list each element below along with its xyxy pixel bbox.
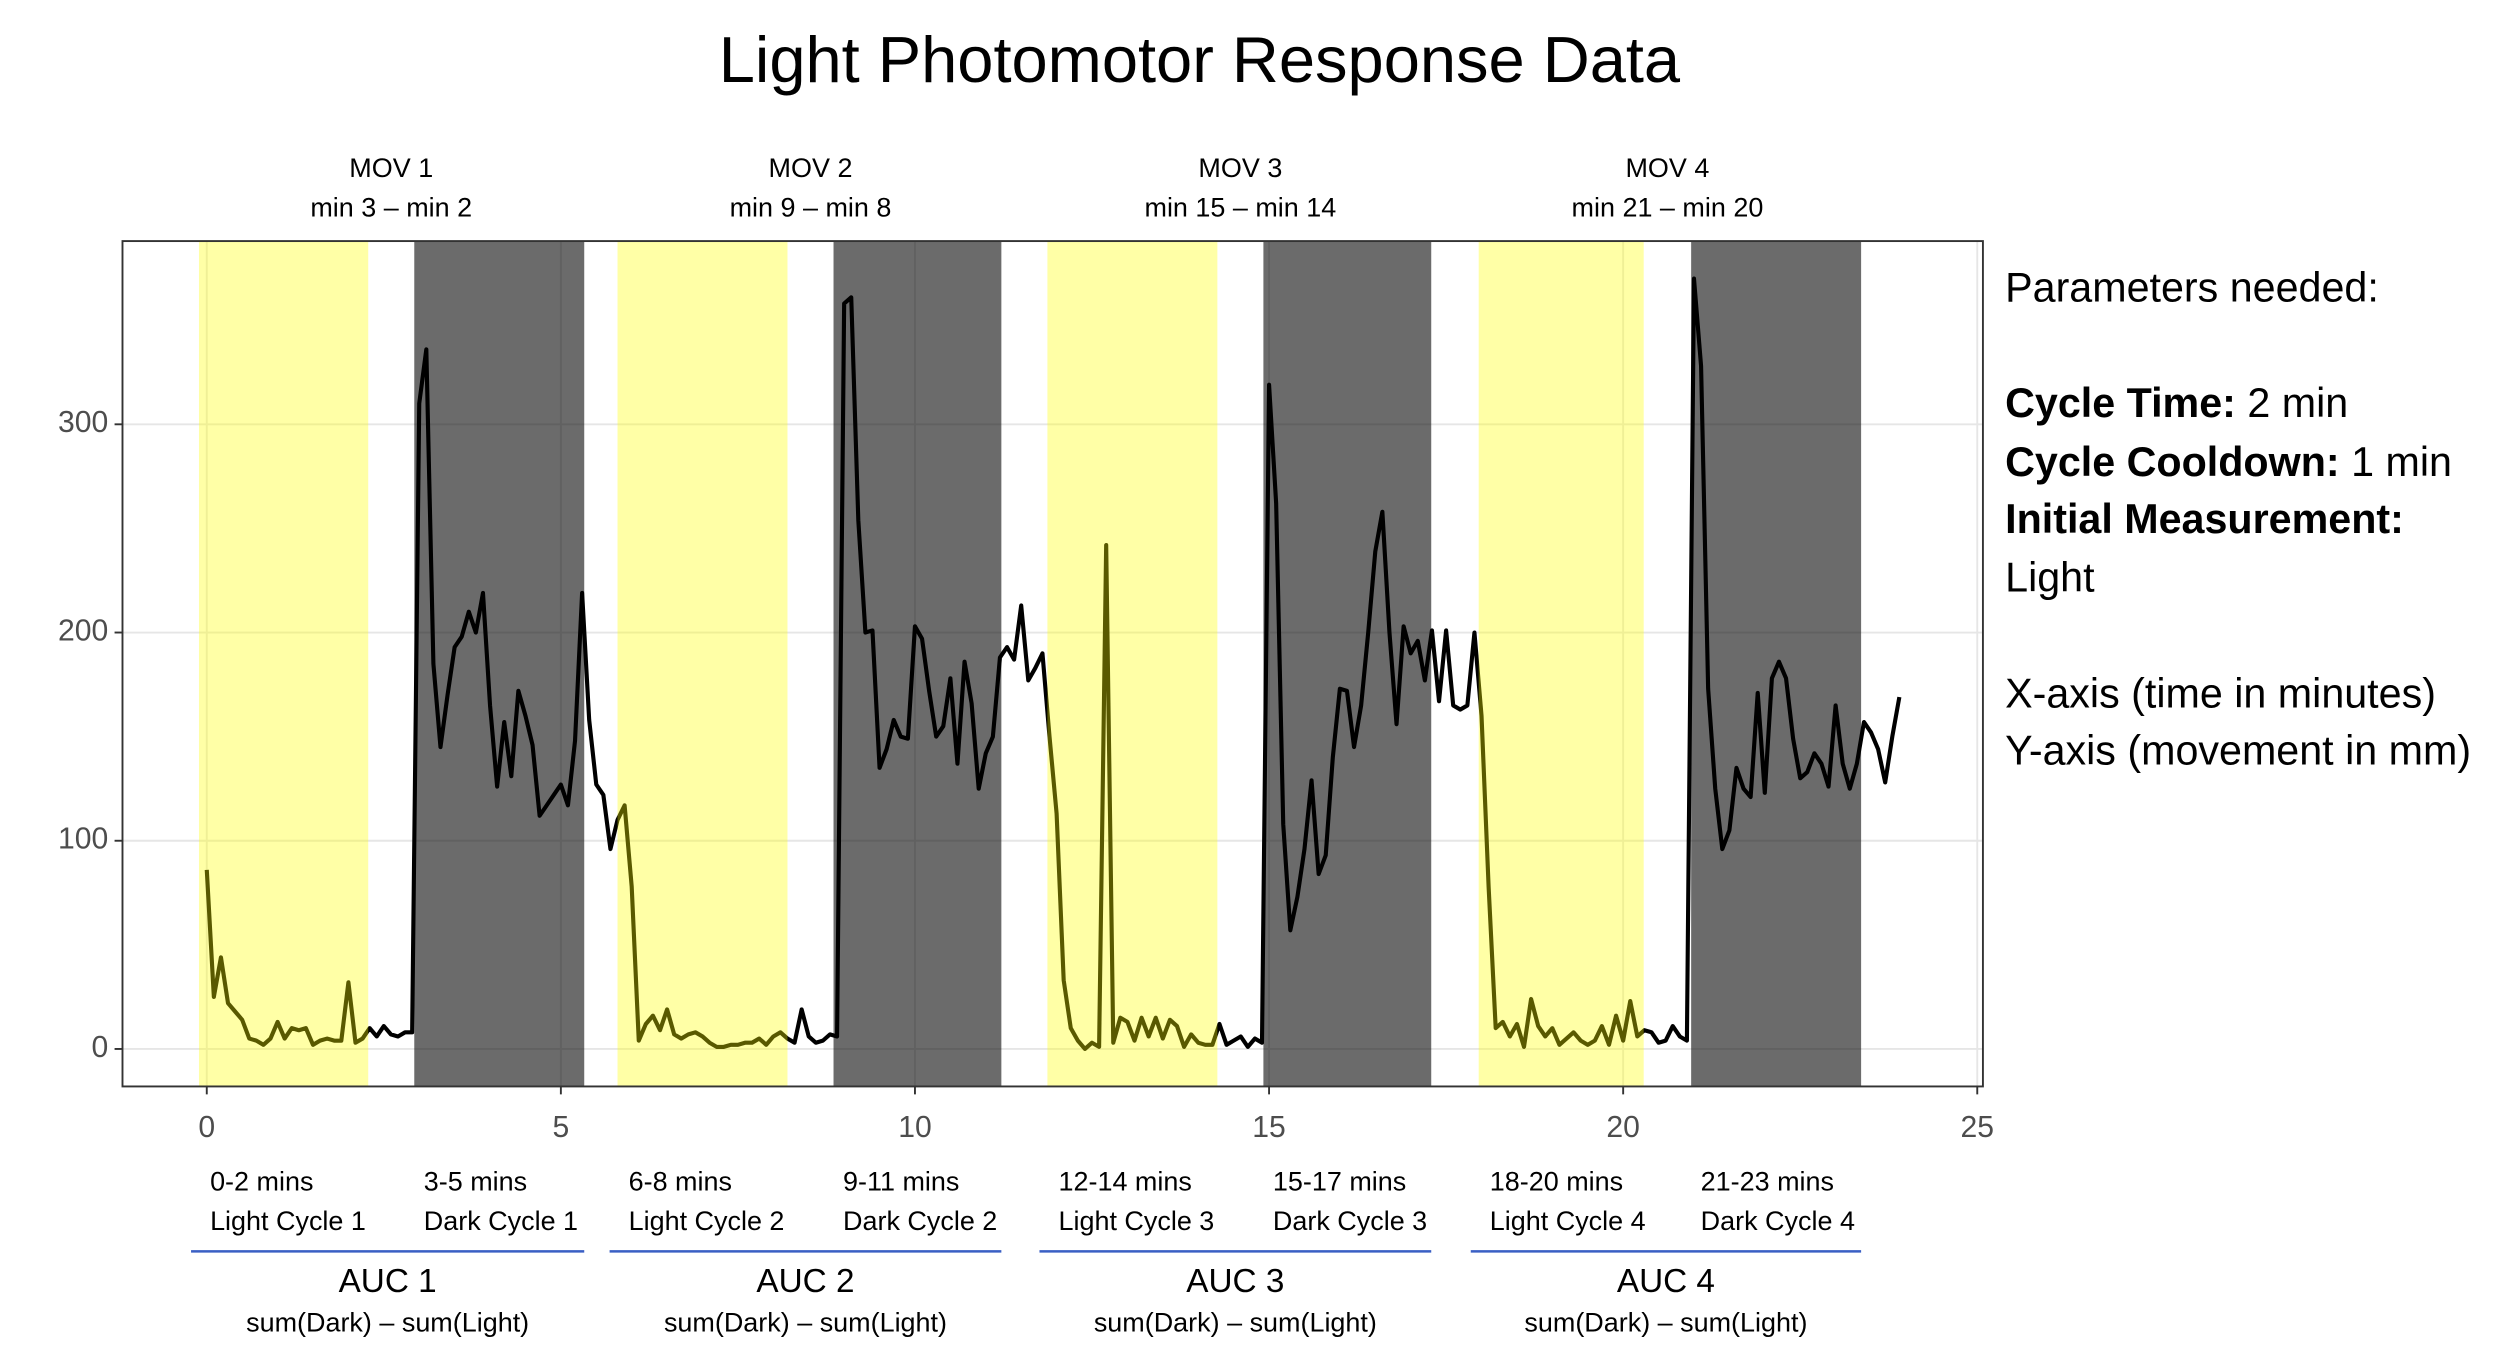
parameter-value: 2 min [2247, 379, 2349, 427]
plot-frame [121, 240, 1984, 1088]
panel-body: Parameters needed: Cycle Time: 2 min Cyc… [2005, 259, 2481, 780]
cycle-minutes: 6-8 mins [629, 1166, 732, 1196]
auc-formula: sum(Dark) – sum(Light) [1524, 1307, 1807, 1337]
parameter-label: Cycle Cooldown: [2005, 436, 2340, 485]
cycle-name: Light Cycle 1 [210, 1206, 366, 1236]
light-band [1047, 241, 1218, 1087]
parameter: Initial Measurement: Light [2005, 490, 2481, 606]
auc-label: AUC 3 [1186, 1263, 1284, 1300]
auc-formula: sum(Dark) – sum(Light) [246, 1307, 529, 1337]
parameters-panel: Parameters needed: Cycle Time: 2 min Cyc… [2005, 259, 2481, 780]
cycle-name: Dark Cycle 2 [843, 1206, 997, 1236]
mov-label: MOV 4 [1625, 153, 1709, 183]
auc-label: AUC 4 [1617, 1263, 1715, 1300]
x-tick-label: 25 [1961, 1111, 1995, 1144]
spacer [2005, 316, 2481, 374]
cycle-name: Dark Cycle 3 [1273, 1206, 1427, 1236]
cycle-name: Light Cycle 3 [1059, 1206, 1215, 1236]
parameter: Cycle Cooldown: 1 min [2005, 432, 2481, 490]
x-tick-label: 20 [1606, 1111, 1640, 1144]
mov-range: min 21 – min 20 [1572, 192, 1764, 222]
y-tick-label: 200 [58, 614, 108, 647]
cycle-name: Dark Cycle 1 [424, 1206, 578, 1236]
chart-title: Light Photomotor Response Data [719, 23, 1681, 96]
spacer [2005, 606, 2481, 664]
light-band [198, 241, 369, 1087]
mov-label: MOV 1 [349, 153, 433, 183]
cycle-minutes: 0-2 mins [210, 1166, 313, 1196]
mov-range: min 9 – min 8 [730, 192, 892, 222]
auc-formula: sum(Dark) – sum(Light) [664, 1307, 947, 1337]
cycle-minutes: 3-5 mins [424, 1166, 527, 1196]
axis-note: X-axis (time in minutes) [2005, 668, 2436, 717]
cycle-minutes: 21-23 mins [1701, 1166, 1834, 1196]
cycle-minutes: 18-20 mins [1490, 1166, 1623, 1196]
auc-label: AUC 1 [339, 1263, 437, 1300]
mov-range: min 3 – min 2 [310, 192, 472, 222]
light-band [617, 241, 788, 1087]
parameter: Cycle Time: 2 min [2005, 374, 2481, 432]
cycle-minutes: 12-14 mins [1059, 1166, 1192, 1196]
cycle-minutes: 15-17 mins [1273, 1166, 1406, 1196]
dark-band [833, 241, 1002, 1087]
mov-label: MOV 2 [769, 153, 853, 183]
x-tick-label: 10 [898, 1111, 932, 1144]
cycle-name: Light Cycle 4 [1490, 1206, 1646, 1236]
auc-label: AUC 2 [756, 1263, 854, 1300]
cycle-name: Light Cycle 2 [629, 1206, 785, 1236]
cycle-minutes: 9-11 mins [843, 1166, 959, 1196]
dark-band [1263, 241, 1432, 1087]
x-tick-label: 0 [198, 1111, 215, 1144]
parameter-label: Initial Measurement: [2005, 494, 2404, 543]
light-band [1478, 241, 1644, 1087]
y-tick-label: 300 [58, 406, 108, 439]
mov-label: MOV 3 [1198, 153, 1282, 183]
y-tick-label: 0 [91, 1031, 108, 1064]
panel-heading: Parameters needed: [2005, 263, 2379, 311]
parameter-label: Cycle Time: [2005, 379, 2236, 427]
cycle-name: Dark Cycle 4 [1701, 1206, 1855, 1236]
x-tick-label: 5 [552, 1111, 569, 1144]
mov-range: min 15 – min 14 [1144, 192, 1336, 222]
x-tick-label: 15 [1252, 1111, 1286, 1144]
dark-band [1691, 241, 1862, 1087]
auc-formula: sum(Dark) – sum(Light) [1094, 1307, 1377, 1337]
axis-note: Y-axis (movement in mm) [2005, 726, 2472, 774]
parameter-value: 1 min [2351, 436, 2452, 485]
y-tick-label: 100 [58, 823, 108, 856]
dark-band [414, 241, 585, 1087]
parameter-value: Light [2005, 552, 2095, 601]
